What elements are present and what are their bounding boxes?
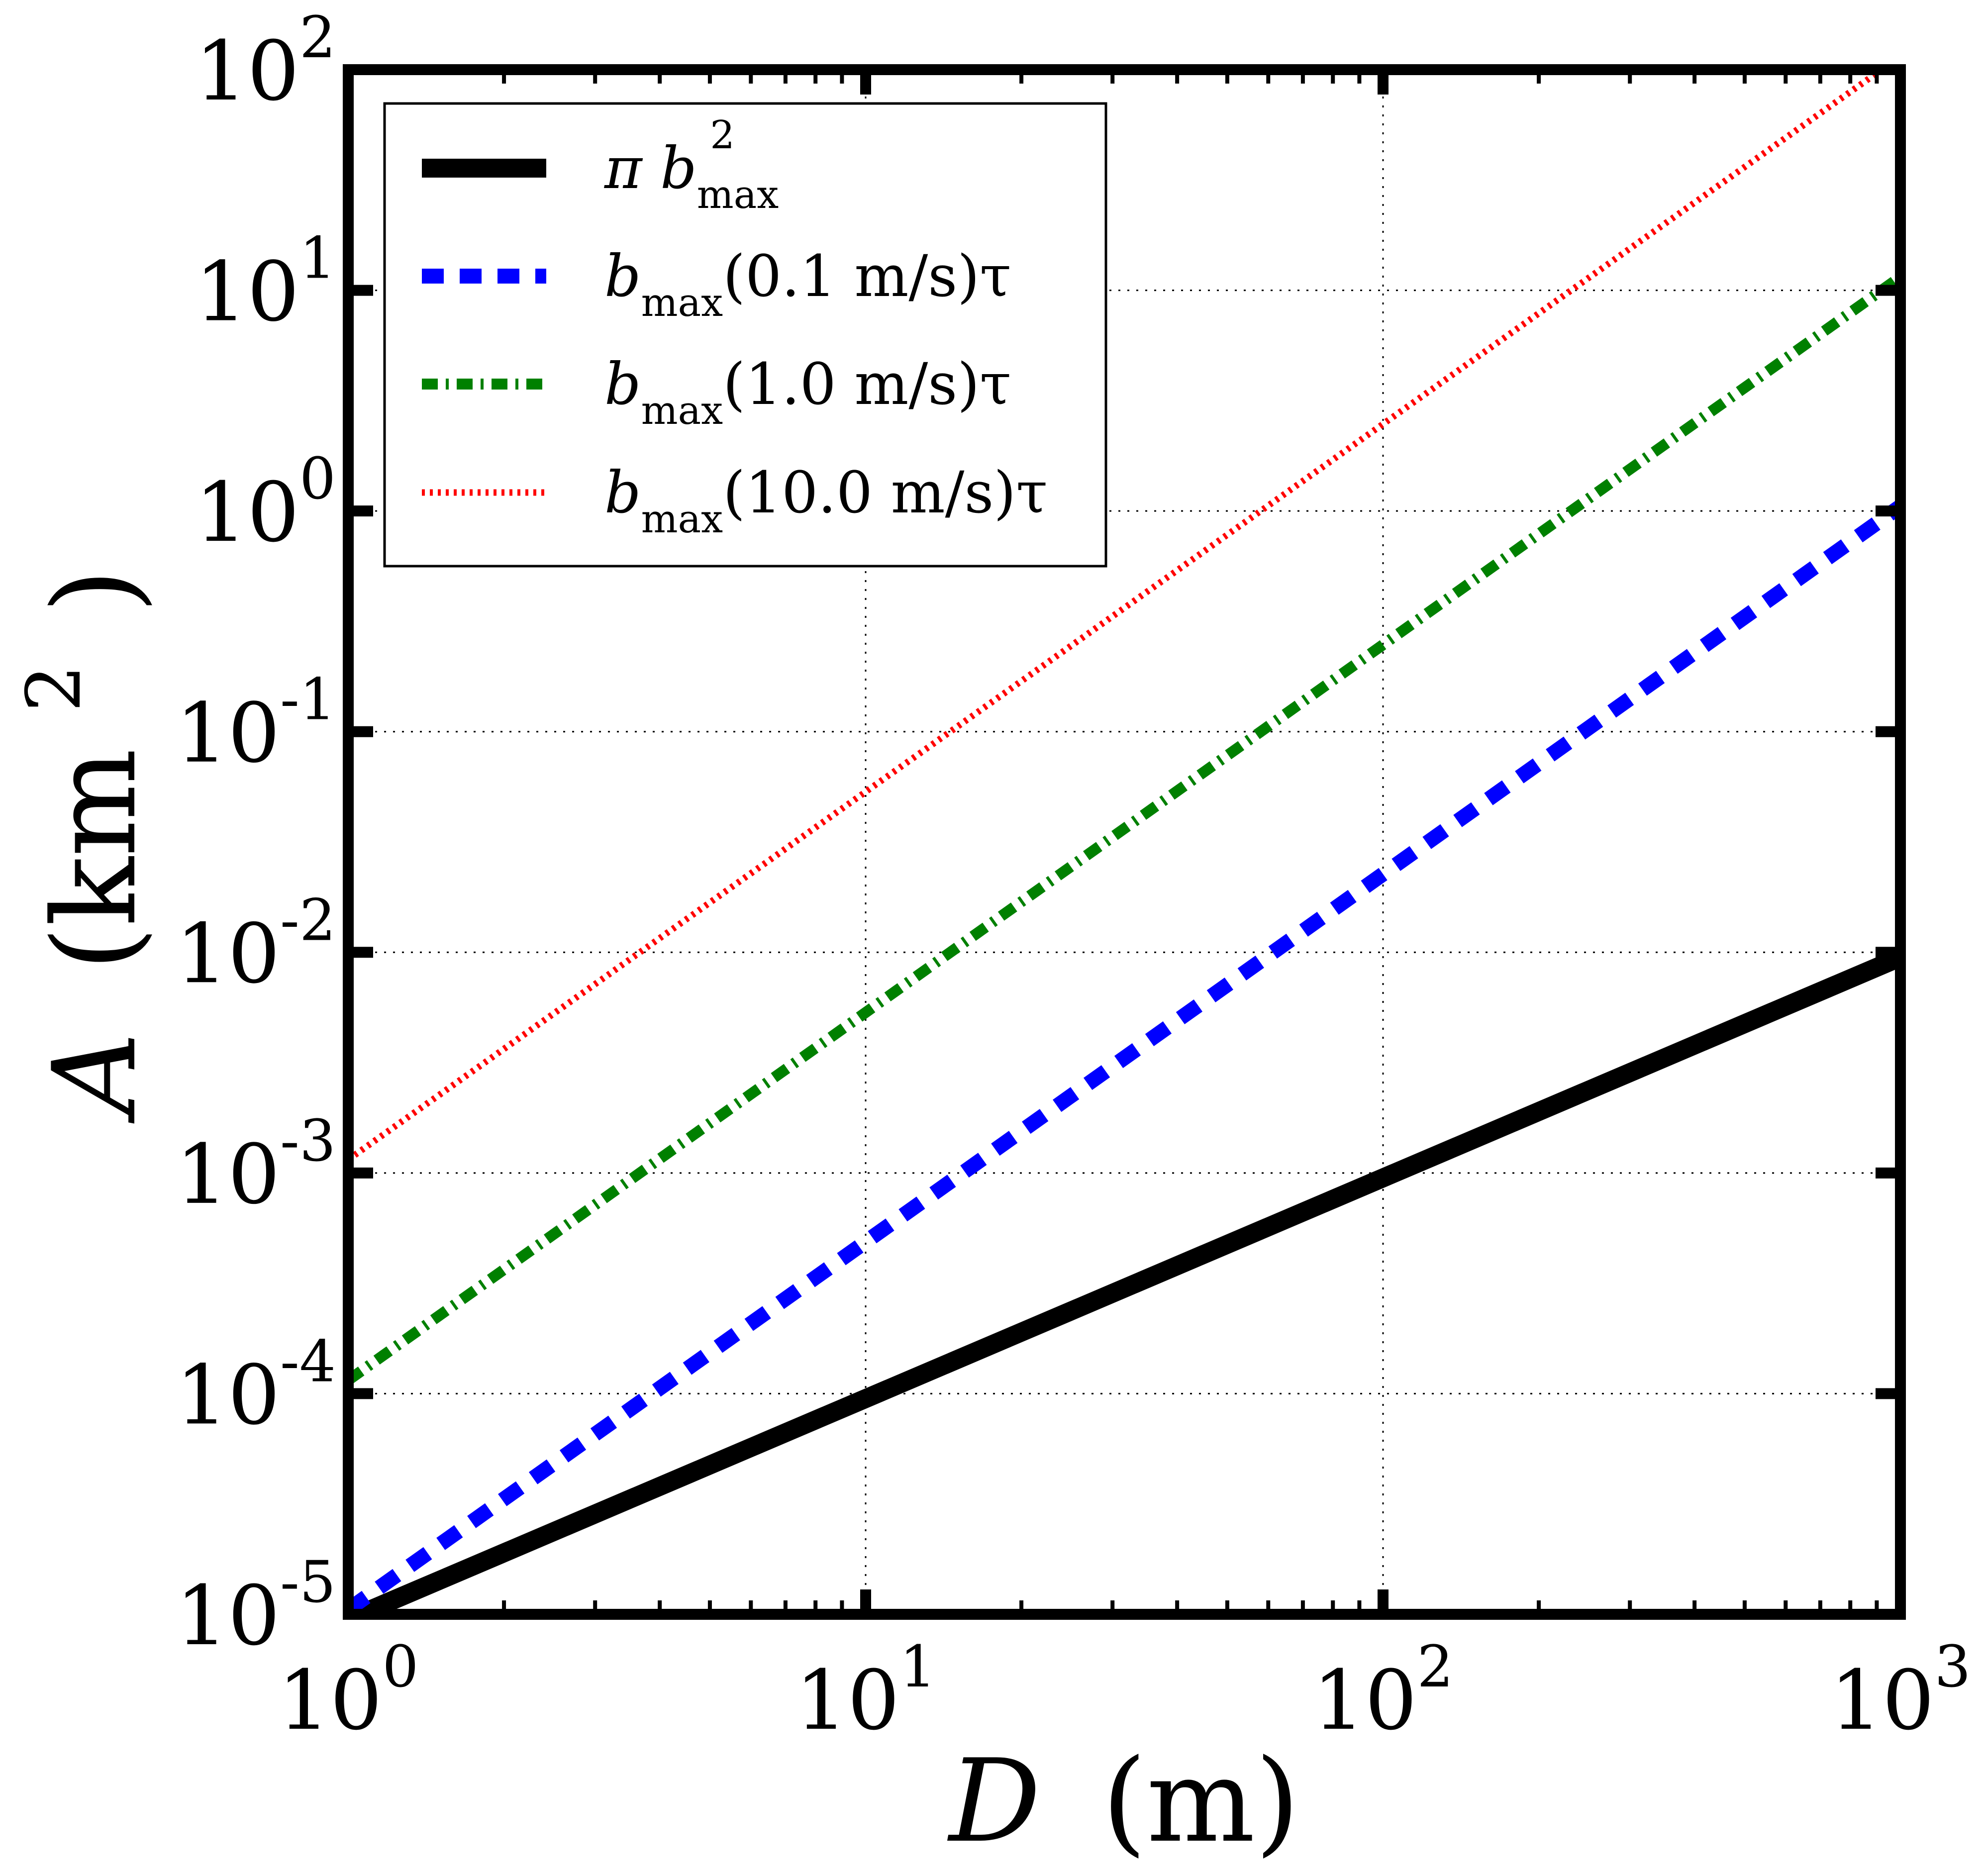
legend-suffix: (10.0 m/s)τ [723, 460, 1048, 526]
ticks [343, 64, 1906, 1620]
y-tick-base: 10 [176, 1568, 280, 1664]
y-tick-exp: 0 [299, 446, 336, 512]
series-layer [348, 70, 1900, 1614]
x-tick-exp: 1 [899, 1634, 936, 1700]
x-tick-label: 102 [1312, 1634, 1453, 1748]
legend-suffix: (1.0 m/s)τ [723, 351, 1011, 418]
y-tick-exp: -5 [280, 1549, 336, 1616]
y-tick-base: 10 [176, 1347, 280, 1443]
y-tick-exp: -2 [280, 887, 336, 954]
legend-label-bmax_1.0: bmax(1.0 m/s)τ [604, 351, 1011, 433]
x-axis-label: D (m) [947, 1735, 1299, 1868]
y-tick-base: 10 [195, 23, 299, 119]
legend-sup: 2 [710, 113, 735, 158]
x-tick-label: 101 [795, 1634, 936, 1748]
legend-sub: max [641, 497, 723, 542]
y-tick-label: 100 [195, 446, 336, 560]
y-tick-label: 10-4 [176, 1328, 336, 1443]
x-tick-base: 10 [1830, 1653, 1934, 1748]
y-tick-base: 10 [176, 686, 280, 781]
legend-label-pi_bmax_squared: π bmax 2 [603, 113, 779, 217]
x-axis-unit: (m) [1102, 1735, 1300, 1868]
legend-suffix: (0.1 m/s)τ [723, 243, 1011, 310]
legend-label-bmax_10.0: bmax(10.0 m/s)τ [604, 460, 1048, 542]
y-tick-base: 10 [176, 906, 280, 1001]
legend-prefix: b [604, 460, 641, 526]
y-axis-label: A (km 2 ) [0, 569, 162, 1124]
y-axis-var: A [29, 1032, 162, 1124]
legend-sub: max [697, 173, 779, 217]
y-tick-exp: -3 [280, 1108, 336, 1175]
y-tick-exp: 1 [299, 225, 336, 292]
tick-labels: 100 101 102 10310-510-410-310-210-110010110… [176, 4, 1971, 1748]
y-tick-label: 10-5 [176, 1549, 336, 1664]
y-tick-label: 10-2 [176, 887, 336, 1001]
legend-prefix: b [604, 351, 641, 418]
y-axis-unit: (km [29, 748, 162, 971]
y-tick-exp: 2 [299, 4, 336, 71]
x-tick-label: 100 [278, 1634, 418, 1748]
y-axis-close: ) [29, 569, 162, 613]
series-line-bmax_10.0 [348, 70, 1887, 1163]
x-tick-base: 10 [278, 1653, 382, 1748]
x-tick-exp: 3 [1934, 1634, 1971, 1700]
plot-frame [343, 64, 1906, 1620]
legend-label-bmax_0.1: bmax(0.1 m/s)τ [604, 243, 1011, 325]
series-line-pi_bmax_squared [348, 948, 1900, 1614]
legend-sub: max [641, 389, 723, 433]
x-tick-exp: 0 [382, 1634, 418, 1700]
legend-prefix: b [604, 243, 641, 310]
y-tick-base: 10 [176, 1127, 280, 1222]
legend-sub: max [641, 281, 723, 325]
x-axis-var: D [947, 1735, 1040, 1868]
x-tick-exp: 2 [1417, 1634, 1453, 1700]
y-tick-base: 10 [195, 465, 299, 560]
y-tick-exp: -1 [280, 667, 336, 733]
series-line-bmax_0.1 [348, 500, 1900, 1614]
y-tick-exp: -4 [280, 1328, 336, 1395]
series-line-bmax_1.0 [348, 272, 1900, 1385]
y-tick-label: 102 [195, 4, 336, 119]
x-tick-base: 10 [1312, 1653, 1417, 1748]
y-axis-unit-exp: 2 [11, 665, 98, 712]
y-tick-base: 10 [195, 244, 299, 340]
legend-prefix: π b [603, 135, 697, 202]
legend-box [383, 102, 1107, 568]
y-tick-label: 10-1 [176, 667, 336, 781]
x-tick-label: 103 [1830, 1634, 1971, 1748]
x-tick-base: 10 [795, 1653, 899, 1748]
y-tick-label: 10-3 [176, 1108, 336, 1222]
y-tick-label: 101 [195, 225, 336, 340]
